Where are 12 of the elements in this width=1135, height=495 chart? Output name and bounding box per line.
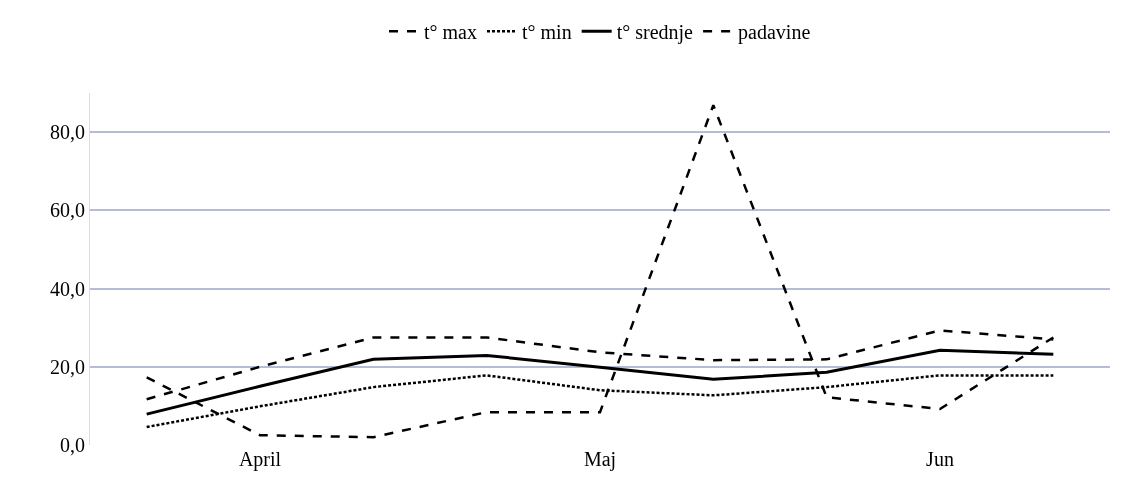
y-tick-label: 40,0 — [50, 277, 85, 300]
x-tick-label: Jun — [926, 448, 954, 470]
y-tick-label: 20,0 — [50, 355, 85, 378]
y-tick-label: 0,0 — [60, 434, 85, 456]
x-tick-label: Maj — [583, 448, 617, 471]
legend-label: padavine — [738, 21, 811, 45]
legend-label: t° srednje — [616, 21, 694, 45]
y-tick-label: 60,0 — [50, 199, 85, 222]
y-tick-label: 80,0 — [50, 121, 85, 144]
x-tick-label: April — [238, 448, 282, 471]
legend-label: t° min — [522, 21, 572, 44]
legend-label: t° max — [424, 21, 477, 44]
